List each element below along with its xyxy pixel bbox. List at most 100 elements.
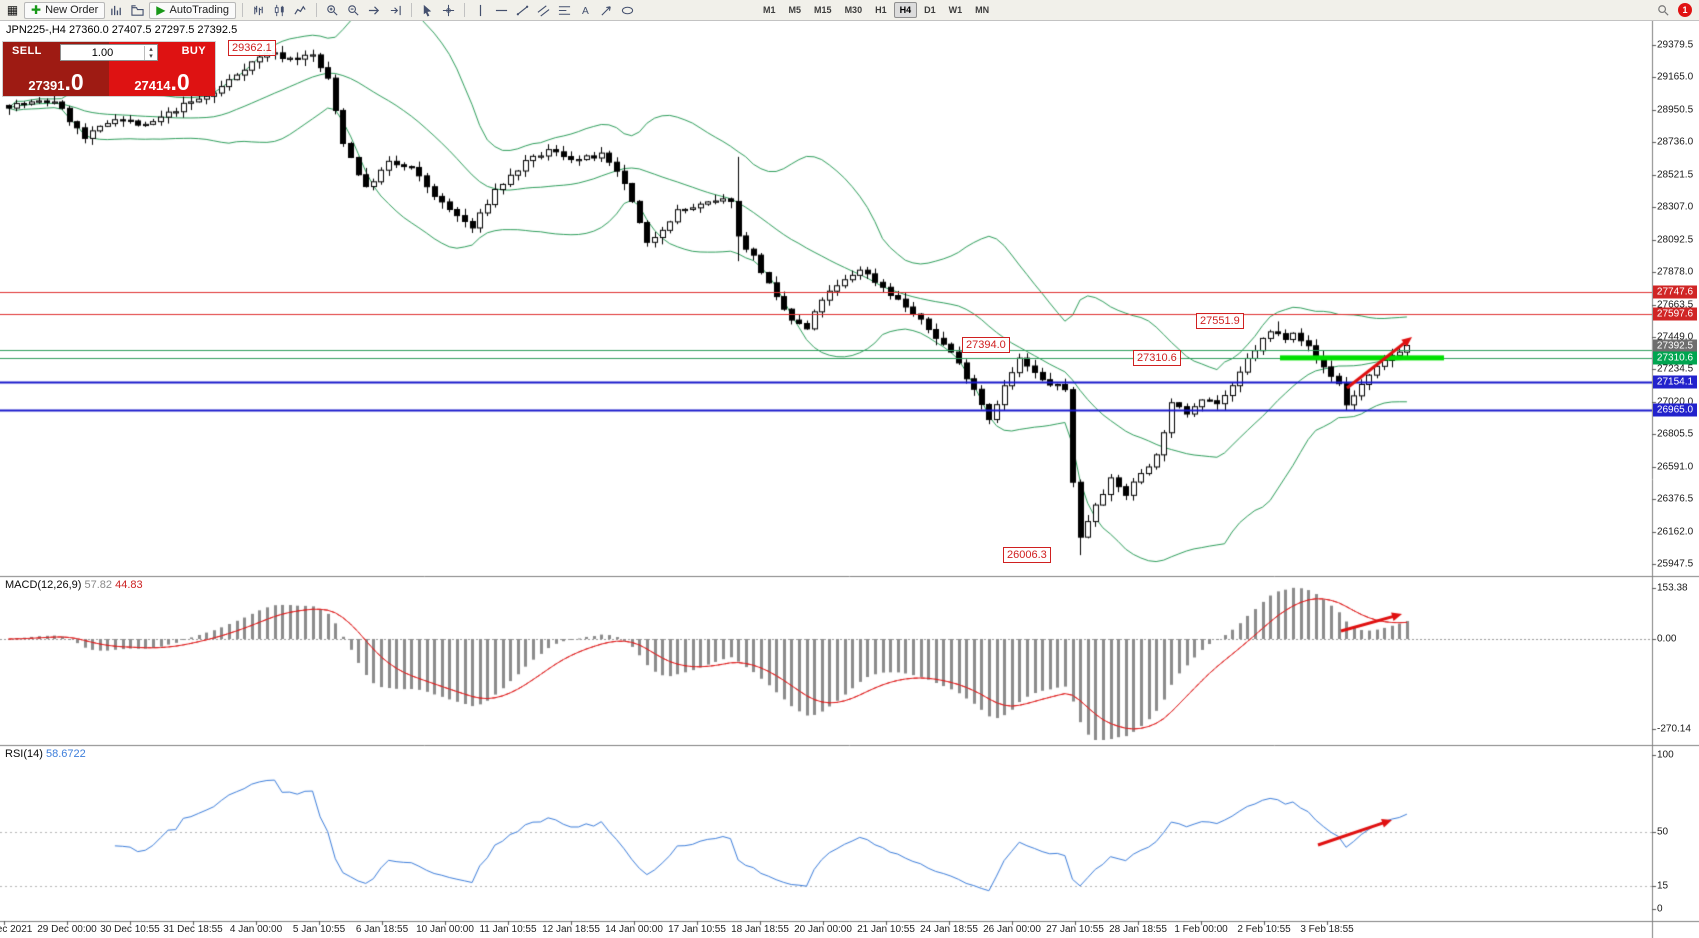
symbol-info: JPN225-,H4 27360.0 27407.5 27297.5 27392… [6, 24, 238, 36]
price-marker: 26965.0 [1653, 403, 1697, 417]
cursor-icon[interactable] [418, 1, 437, 20]
macd-axis-label: -270.14 [1657, 723, 1691, 735]
rsi-axis-label: 100 [1657, 749, 1674, 761]
arrow-tool-icon[interactable] [597, 1, 616, 20]
chart-window-icon[interactable]: ▦ [6, 3, 19, 17]
vertical-line-icon[interactable] [471, 1, 490, 20]
time-axis-label: 6 Jan 18:55 [355, 924, 409, 935]
time-axis-label: 26 Jan 00:00 [983, 924, 1041, 935]
rsi-value: 58.6722 [45, 748, 86, 760]
toolbar-separator [242, 3, 244, 17]
chart-shift-icon[interactable] [386, 1, 405, 20]
trendline-icon[interactable] [513, 1, 532, 20]
price-annotation: 27394.0 [962, 337, 1010, 354]
volume-input[interactable]: 1.00 ▴ ▾ [60, 44, 158, 61]
volume-spinner: ▴ ▾ [144, 45, 157, 60]
rsi-label: RSI(14) 58.6722 [5, 748, 86, 760]
time-axis-label: 5 Jan 10:55 [292, 924, 346, 935]
tf-m15[interactable]: M15 [814, 5, 832, 15]
new-order-button[interactable]: ✚ New Order [24, 1, 106, 19]
line-chart-icon[interactable] [291, 1, 310, 20]
time-axis-label: 2 Feb 10:55 [1237, 924, 1291, 935]
charts-icon[interactable] [107, 1, 126, 20]
profiles-icon[interactable] [128, 1, 147, 20]
tf-h1[interactable]: H1 [875, 5, 887, 15]
price-marker: 27747.6 [1653, 285, 1697, 299]
buy-price[interactable]: 27414.0 [109, 69, 215, 95]
plus-icon: ✚ [31, 3, 42, 17]
macd-name: MACD(12,26,9) [5, 579, 82, 591]
time-axis-label: 4 Jan 00:00 [229, 924, 283, 935]
price-axis-label: 26805.5 [1657, 428, 1694, 440]
time-axis-label: 17 Jan 10:55 [668, 924, 726, 935]
one-click-trading-panel: SELL BUY 1.00 ▴ ▾ 27391.0 27414.0 [3, 42, 215, 96]
search-icon[interactable] [1654, 1, 1673, 20]
buy-price-main: 27414 [134, 78, 171, 93]
tf-d1[interactable]: D1 [924, 5, 936, 15]
sell-price-big: .0 [64, 69, 84, 95]
sell-label[interactable]: SELL [12, 45, 42, 57]
notification-badge[interactable]: 1 [1678, 3, 1692, 17]
autotrading-button[interactable]: ▶ AutoTrading [149, 1, 237, 19]
macd-axis-label: 0.00 [1657, 633, 1677, 645]
toolbar-separator [464, 3, 466, 17]
time-axis-label: 27 Jan 10:55 [1046, 924, 1104, 935]
autotrading-label: AutoTrading [169, 4, 230, 16]
tf-m30[interactable]: M30 [844, 5, 863, 15]
zoom-out-icon[interactable] [344, 1, 363, 20]
text-tool-icon[interactable]: A [576, 1, 595, 20]
price-axis-label: 28736.0 [1657, 136, 1694, 148]
time-axis-label: 3 Feb 18:55 [1300, 924, 1354, 935]
candlestick-chart-icon[interactable] [270, 1, 289, 20]
price-annotation: 27310.6 [1133, 349, 1181, 366]
sell-price[interactable]: 27391.0 [3, 69, 109, 95]
price-annotation: 26006.3 [1003, 547, 1051, 564]
price-axis-label: 28950.5 [1657, 104, 1694, 116]
volume-down-button[interactable]: ▾ [149, 52, 153, 60]
buy-label[interactable]: BUY [181, 45, 206, 57]
new-order-label: New Order [45, 4, 99, 16]
rsi-axis-label: 50 [1657, 826, 1669, 838]
horizontal-line-icon[interactable] [492, 1, 511, 20]
crosshair-icon[interactable] [439, 1, 458, 20]
tf-mn[interactable]: MN [975, 5, 990, 15]
tf-w1[interactable]: W1 [948, 5, 963, 15]
time-axis-label: 28 Dec 2021 [0, 924, 33, 935]
time-axis-label: 10 Jan 00:00 [416, 924, 474, 935]
time-axis-label: 30 Dec 10:55 [100, 924, 160, 935]
volume-up-button[interactable]: ▴ [149, 45, 153, 53]
price-axis-label: 27020.0 [1657, 396, 1694, 408]
price-axis-label: 27234.5 [1657, 363, 1694, 375]
price-axis-label: 27663.5 [1657, 299, 1694, 311]
tf-h4[interactable]: H4 [893, 2, 918, 18]
volume-value: 1.00 [91, 46, 114, 59]
price-axis-label: 28307.0 [1657, 201, 1694, 213]
time-axis-label: 14 Jan 00:00 [605, 924, 663, 935]
shapes-icon[interactable] [618, 1, 637, 20]
bar-chart-icon[interactable] [249, 1, 268, 20]
time-axis-label: 1 Feb 00:00 [1174, 924, 1228, 935]
channel-icon[interactable] [534, 1, 553, 20]
fibonacci-icon[interactable] [555, 1, 574, 20]
zoom-in-icon[interactable] [323, 1, 342, 20]
price-axis-label: 29379.5 [1657, 39, 1694, 51]
price-axis-label: 27878.0 [1657, 266, 1694, 278]
rsi-axis-label: 15 [1657, 880, 1669, 892]
price-axis-label: 28092.5 [1657, 234, 1694, 246]
timeframe-toolbar: M1 M5 M15 M30 H1 H4 D1 W1 MN [757, 2, 995, 18]
tf-m1[interactable]: M1 [763, 5, 776, 15]
toolbar-separator [411, 3, 413, 17]
price-axis-label: 27449.0 [1657, 331, 1694, 343]
price-axis-label: 26591.0 [1657, 461, 1694, 473]
auto-scroll-icon[interactable] [365, 1, 384, 20]
time-axis-label: 21 Jan 10:55 [857, 924, 915, 935]
price-axis-label: 26376.5 [1657, 493, 1694, 505]
price-annotation: 29362.1 [228, 39, 276, 56]
toolbar-right: 1 [1654, 1, 1696, 20]
macd-axis-label: 153.38 [1657, 582, 1688, 594]
tf-m5[interactable]: M5 [788, 5, 802, 15]
rsi-name: RSI(14) [5, 748, 43, 760]
time-axis-label: 20 Jan 00:00 [794, 924, 852, 935]
